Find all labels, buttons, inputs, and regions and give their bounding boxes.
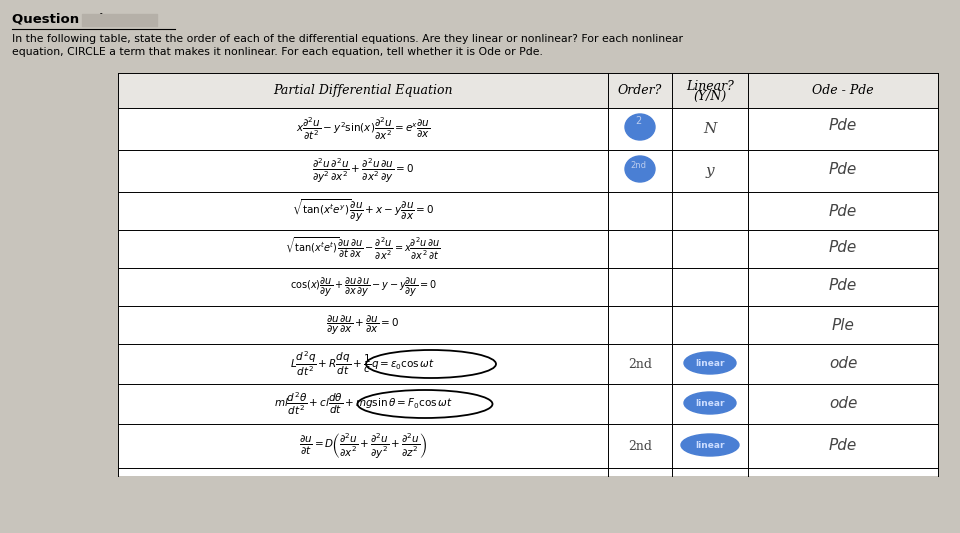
Bar <box>118 73 938 476</box>
Text: Ple: Ple <box>831 318 854 333</box>
Text: $ml\dfrac{d^2\theta}{dt^2} + cl\dfrac{d\theta}{dt} + mg\sin\theta = F_0\cos\omeg: $ml\dfrac{d^2\theta}{dt^2} + cl\dfrac{d\… <box>274 391 452 417</box>
Text: $\dfrac{\partial u}{\partial t} = D\!\left(\dfrac{\partial^2 u}{\partial x^2} + : $\dfrac{\partial u}{\partial t} = D\!\le… <box>299 432 427 461</box>
Text: linear: linear <box>695 440 725 449</box>
Bar <box>118 73 938 108</box>
Text: 2nd: 2nd <box>628 358 652 370</box>
Text: N: N <box>704 122 717 136</box>
Text: $x\dfrac{\partial^2 u}{\partial t^2} - y^2\sin(x)\dfrac{\partial^2 u}{\partial x: $x\dfrac{\partial^2 u}{\partial t^2} - y… <box>296 116 430 142</box>
Text: equation, CIRCLE a term that makes it nonlinear. For each equation, tell whether: equation, CIRCLE a term that makes it no… <box>12 47 542 57</box>
Text: ode: ode <box>828 397 857 411</box>
Text: $L\dfrac{d^2q}{dt^2} + R\dfrac{dq}{dt} + \dfrac{1}{c}q = \varepsilon_0\cos\omega: $L\dfrac{d^2q}{dt^2} + R\dfrac{dq}{dt} +… <box>291 350 436 378</box>
Bar <box>82 14 157 26</box>
Text: $\dfrac{\partial u\,\partial u}{\partial y\,\partial x} + \dfrac{\partial u}{\pa: $\dfrac{\partial u\,\partial u}{\partial… <box>326 313 399 337</box>
Text: $\sqrt{\tan(x^t e^y)}\dfrac{\partial u}{\partial y} + x - y\dfrac{\partial u}{\p: $\sqrt{\tan(x^t e^y)}\dfrac{\partial u}{… <box>292 198 434 224</box>
Text: Partial Differential Equation: Partial Differential Equation <box>274 84 453 97</box>
Text: 2: 2 <box>635 116 641 126</box>
Text: linear: linear <box>695 359 725 367</box>
Text: Pde: Pde <box>828 118 857 133</box>
Text: 2nd: 2nd <box>628 440 652 453</box>
Text: $\cos(x)\dfrac{\partial u}{\partial y} + \dfrac{\partial u\,\partial u}{\partial: $\cos(x)\dfrac{\partial u}{\partial y} +… <box>290 276 437 298</box>
Text: In the following table, state the order of each of the differential equations. A: In the following table, state the order … <box>12 34 683 44</box>
Text: 2nd: 2nd <box>630 160 646 169</box>
Text: linear: linear <box>695 399 725 408</box>
Text: $\sqrt{\tan(x^t e^t)}\dfrac{\partial u\,\partial u}{\partial t\,\partial x} - \d: $\sqrt{\tan(x^t e^t)}\dfrac{\partial u\,… <box>285 236 441 262</box>
Ellipse shape <box>684 352 736 374</box>
Text: Pde: Pde <box>828 204 857 219</box>
Ellipse shape <box>684 392 736 414</box>
Text: Pde: Pde <box>828 439 857 454</box>
Text: Pde: Pde <box>828 278 857 293</box>
Text: ode: ode <box>828 357 857 372</box>
Text: (Y/N): (Y/N) <box>693 90 727 103</box>
Text: Pde: Pde <box>828 239 857 254</box>
Text: Ode - Pde: Ode - Pde <box>812 84 874 97</box>
Text: $\dfrac{\partial^2 u\,\partial^2 u}{\partial y^2\,\partial x^2} + \dfrac{\partia: $\dfrac{\partial^2 u\,\partial^2 u}{\par… <box>312 157 414 185</box>
Ellipse shape <box>681 434 739 456</box>
Ellipse shape <box>625 156 655 182</box>
Ellipse shape <box>625 114 655 140</box>
Text: Pde: Pde <box>828 161 857 176</box>
Text: y: y <box>706 164 714 178</box>
Text: Linear?: Linear? <box>686 80 734 93</box>
Text: Question 1 (: Question 1 ( <box>12 12 104 25</box>
Text: Order?: Order? <box>618 84 662 97</box>
